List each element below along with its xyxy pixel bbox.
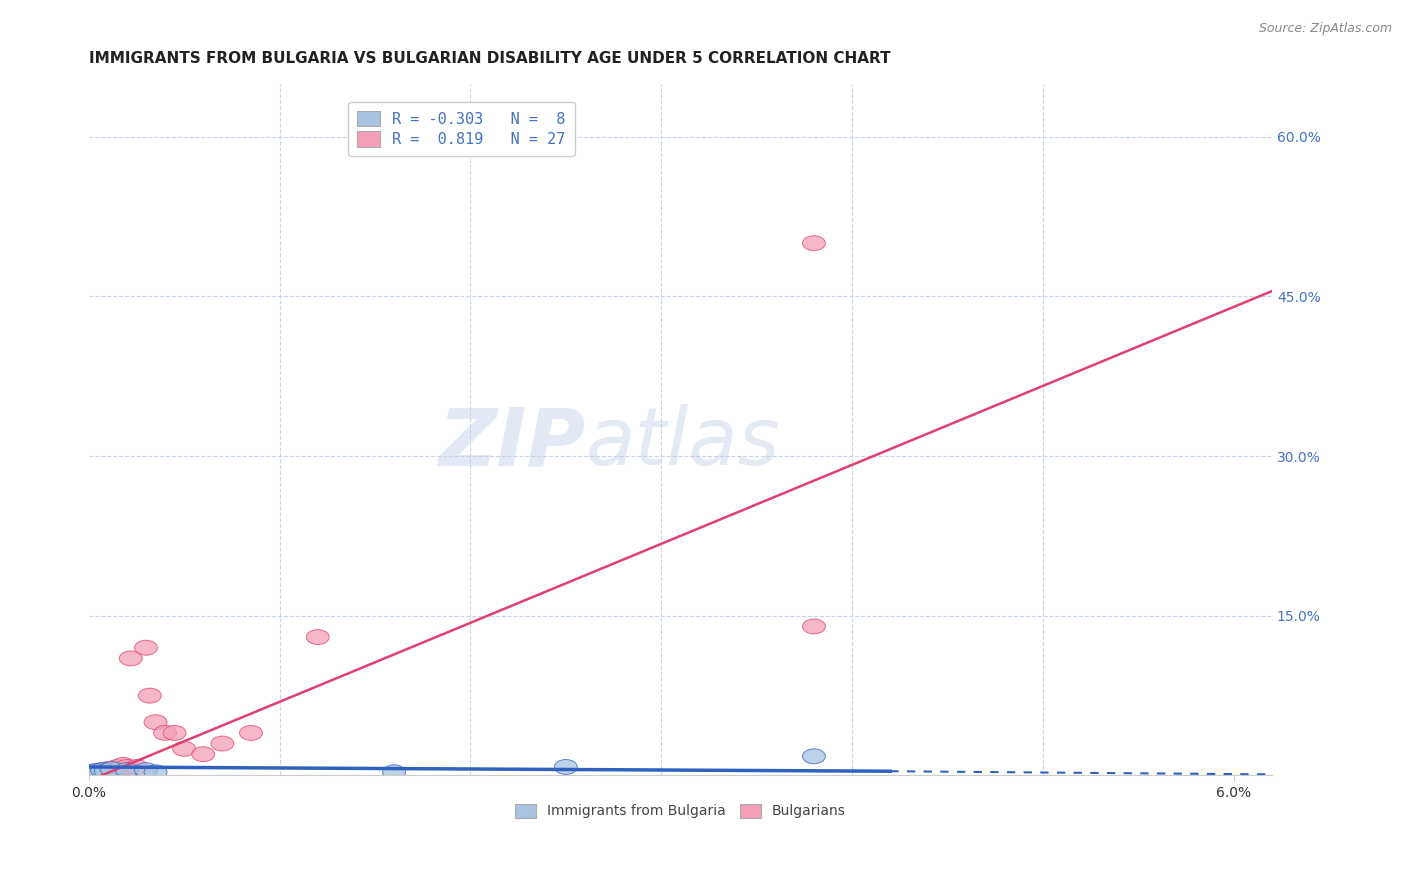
Ellipse shape [239, 725, 263, 740]
Ellipse shape [87, 764, 110, 780]
Ellipse shape [382, 764, 405, 780]
Text: IMMIGRANTS FROM BULGARIA VS BULGARIAN DISABILITY AGE UNDER 5 CORRELATION CHART: IMMIGRANTS FROM BULGARIA VS BULGARIAN DI… [89, 51, 890, 66]
Ellipse shape [115, 759, 138, 774]
Text: Source: ZipAtlas.com: Source: ZipAtlas.com [1258, 22, 1392, 36]
Ellipse shape [90, 763, 114, 778]
Ellipse shape [143, 764, 167, 780]
Ellipse shape [307, 630, 329, 645]
Ellipse shape [90, 763, 114, 778]
Text: ZIP: ZIP [439, 404, 586, 483]
Ellipse shape [115, 763, 138, 778]
Ellipse shape [120, 651, 142, 665]
Ellipse shape [803, 619, 825, 634]
Ellipse shape [82, 764, 104, 780]
Ellipse shape [191, 747, 215, 762]
Ellipse shape [554, 759, 578, 774]
Ellipse shape [211, 736, 233, 751]
Ellipse shape [803, 749, 825, 764]
Ellipse shape [104, 762, 127, 777]
Ellipse shape [94, 764, 117, 779]
Ellipse shape [135, 640, 157, 656]
Ellipse shape [100, 762, 124, 777]
Ellipse shape [98, 763, 121, 778]
Ellipse shape [138, 689, 162, 703]
Ellipse shape [135, 763, 157, 778]
Ellipse shape [89, 764, 111, 780]
Ellipse shape [87, 764, 110, 779]
Ellipse shape [97, 762, 120, 777]
Legend: Immigrants from Bulgaria, Bulgarians: Immigrants from Bulgaria, Bulgarians [509, 798, 851, 824]
Ellipse shape [111, 757, 135, 772]
Ellipse shape [143, 714, 167, 730]
Ellipse shape [173, 741, 195, 756]
Ellipse shape [83, 764, 105, 780]
Text: atlas: atlas [586, 404, 780, 483]
Ellipse shape [100, 763, 124, 778]
Ellipse shape [83, 764, 105, 779]
Ellipse shape [108, 763, 131, 778]
Ellipse shape [153, 725, 177, 740]
Ellipse shape [93, 764, 115, 779]
Ellipse shape [163, 725, 186, 740]
Ellipse shape [105, 759, 129, 774]
Ellipse shape [125, 759, 148, 774]
Ellipse shape [803, 235, 825, 251]
